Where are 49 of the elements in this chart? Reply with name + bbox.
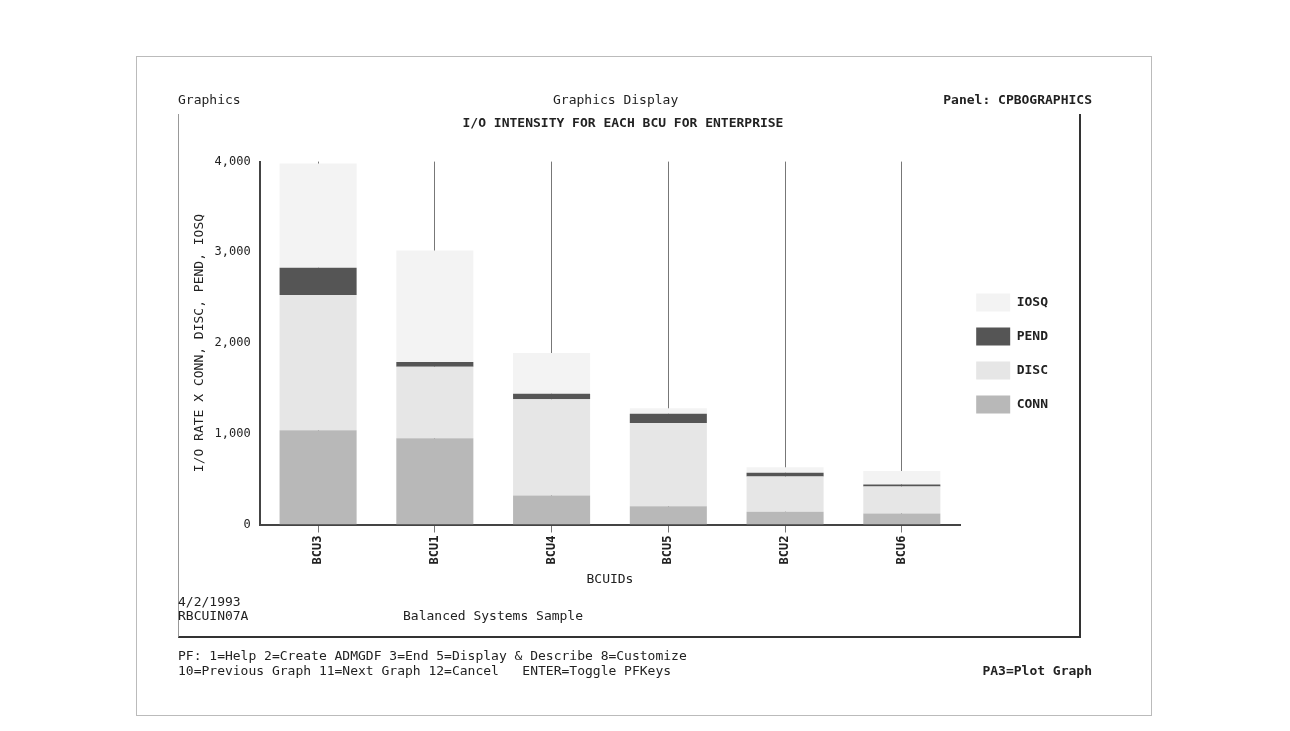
bar	[863, 470, 941, 485]
bar	[629, 422, 707, 507]
bar	[396, 250, 474, 363]
text: PF: 1=Help 2=Create ADMGDF 3=End 5=Display & Describe 8=Customize	[178, 648, 687, 663]
y-tick-label: 4,000	[214, 153, 251, 168]
bar	[629, 408, 707, 414]
text: 4/2/1993	[178, 594, 241, 609]
y-tick-label: 3,000	[214, 244, 251, 259]
bar	[629, 506, 707, 525]
bar	[746, 467, 824, 473]
text: Panel: CPBOGRAPHICS	[943, 92, 1092, 107]
x-axis-title: BCUIDs	[586, 570, 634, 586]
bar	[513, 495, 591, 525]
y-tick-label: 1,000	[214, 425, 251, 440]
x-tick-label: BCU5	[660, 535, 675, 565]
bar	[746, 476, 824, 512]
bar	[863, 513, 941, 525]
y-tick-label: 2,000	[214, 335, 251, 350]
legend-label: DISC	[1016, 361, 1049, 377]
text: Graphics	[178, 92, 241, 107]
x-tick-label: BCU3	[310, 535, 325, 565]
bar	[396, 366, 474, 439]
bar	[513, 399, 591, 496]
text: RBCUIN07A	[178, 608, 249, 623]
chart-title: I/O INTENSITY FOR EACH BCU FOR ENTERPRISE	[462, 115, 784, 131]
x-tick-label: BCU6	[893, 535, 908, 565]
text: 10=Previous Graph 11=Next Graph 12=Cancel ENTER=Toggle PFKeys	[178, 663, 672, 678]
legend-label: IOSQ	[1016, 293, 1049, 309]
y-tick-label: 0	[243, 516, 251, 531]
bar	[513, 353, 591, 394]
bar	[279, 294, 357, 431]
y-axis-title: I/O RATE X CONN, DISC, PEND, IOSQ	[191, 213, 207, 473]
text: Balanced Systems Sample	[403, 608, 584, 623]
text: Graphics Display	[553, 92, 679, 107]
bar	[279, 430, 357, 525]
bar	[396, 438, 474, 525]
legend-label: CONN	[1016, 395, 1049, 411]
x-tick-label: BCU1	[426, 535, 441, 565]
bar	[279, 163, 357, 268]
text: PA3=Plot Graph	[982, 663, 1092, 678]
bar	[279, 267, 357, 295]
bar	[863, 486, 941, 514]
x-tick-label: BCU4	[543, 535, 558, 565]
x-tick-label: BCU2	[777, 535, 792, 565]
bar	[629, 413, 707, 423]
legend-label: PEND	[1016, 327, 1049, 343]
bar	[396, 362, 474, 367]
bar	[513, 393, 591, 400]
bar	[746, 511, 824, 525]
